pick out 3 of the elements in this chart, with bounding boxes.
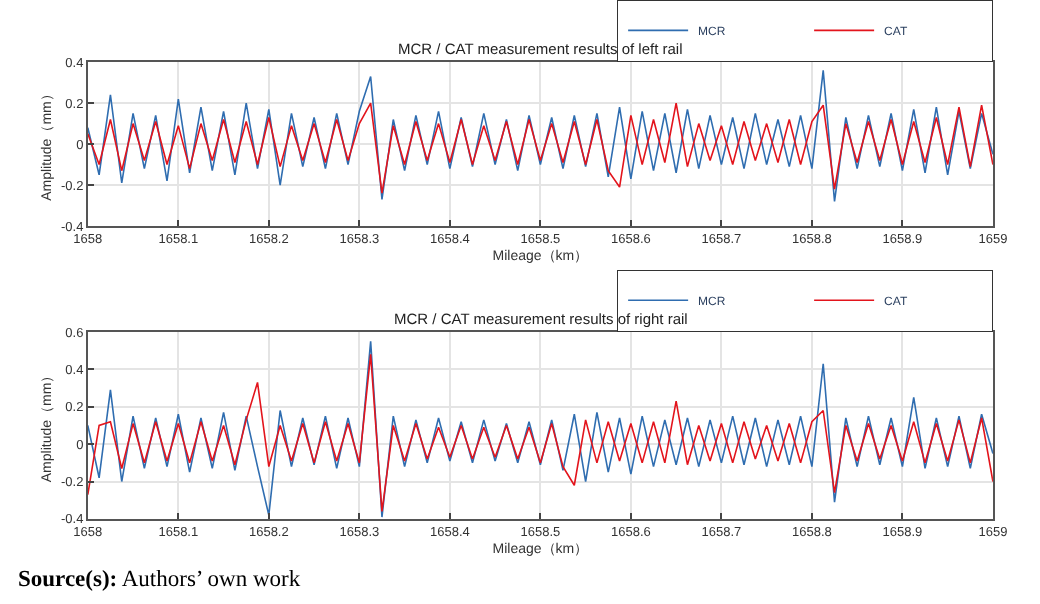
line-series xyxy=(87,69,993,203)
source-note: Source(s): Authors’ own work xyxy=(18,568,301,592)
line-series xyxy=(87,102,993,195)
